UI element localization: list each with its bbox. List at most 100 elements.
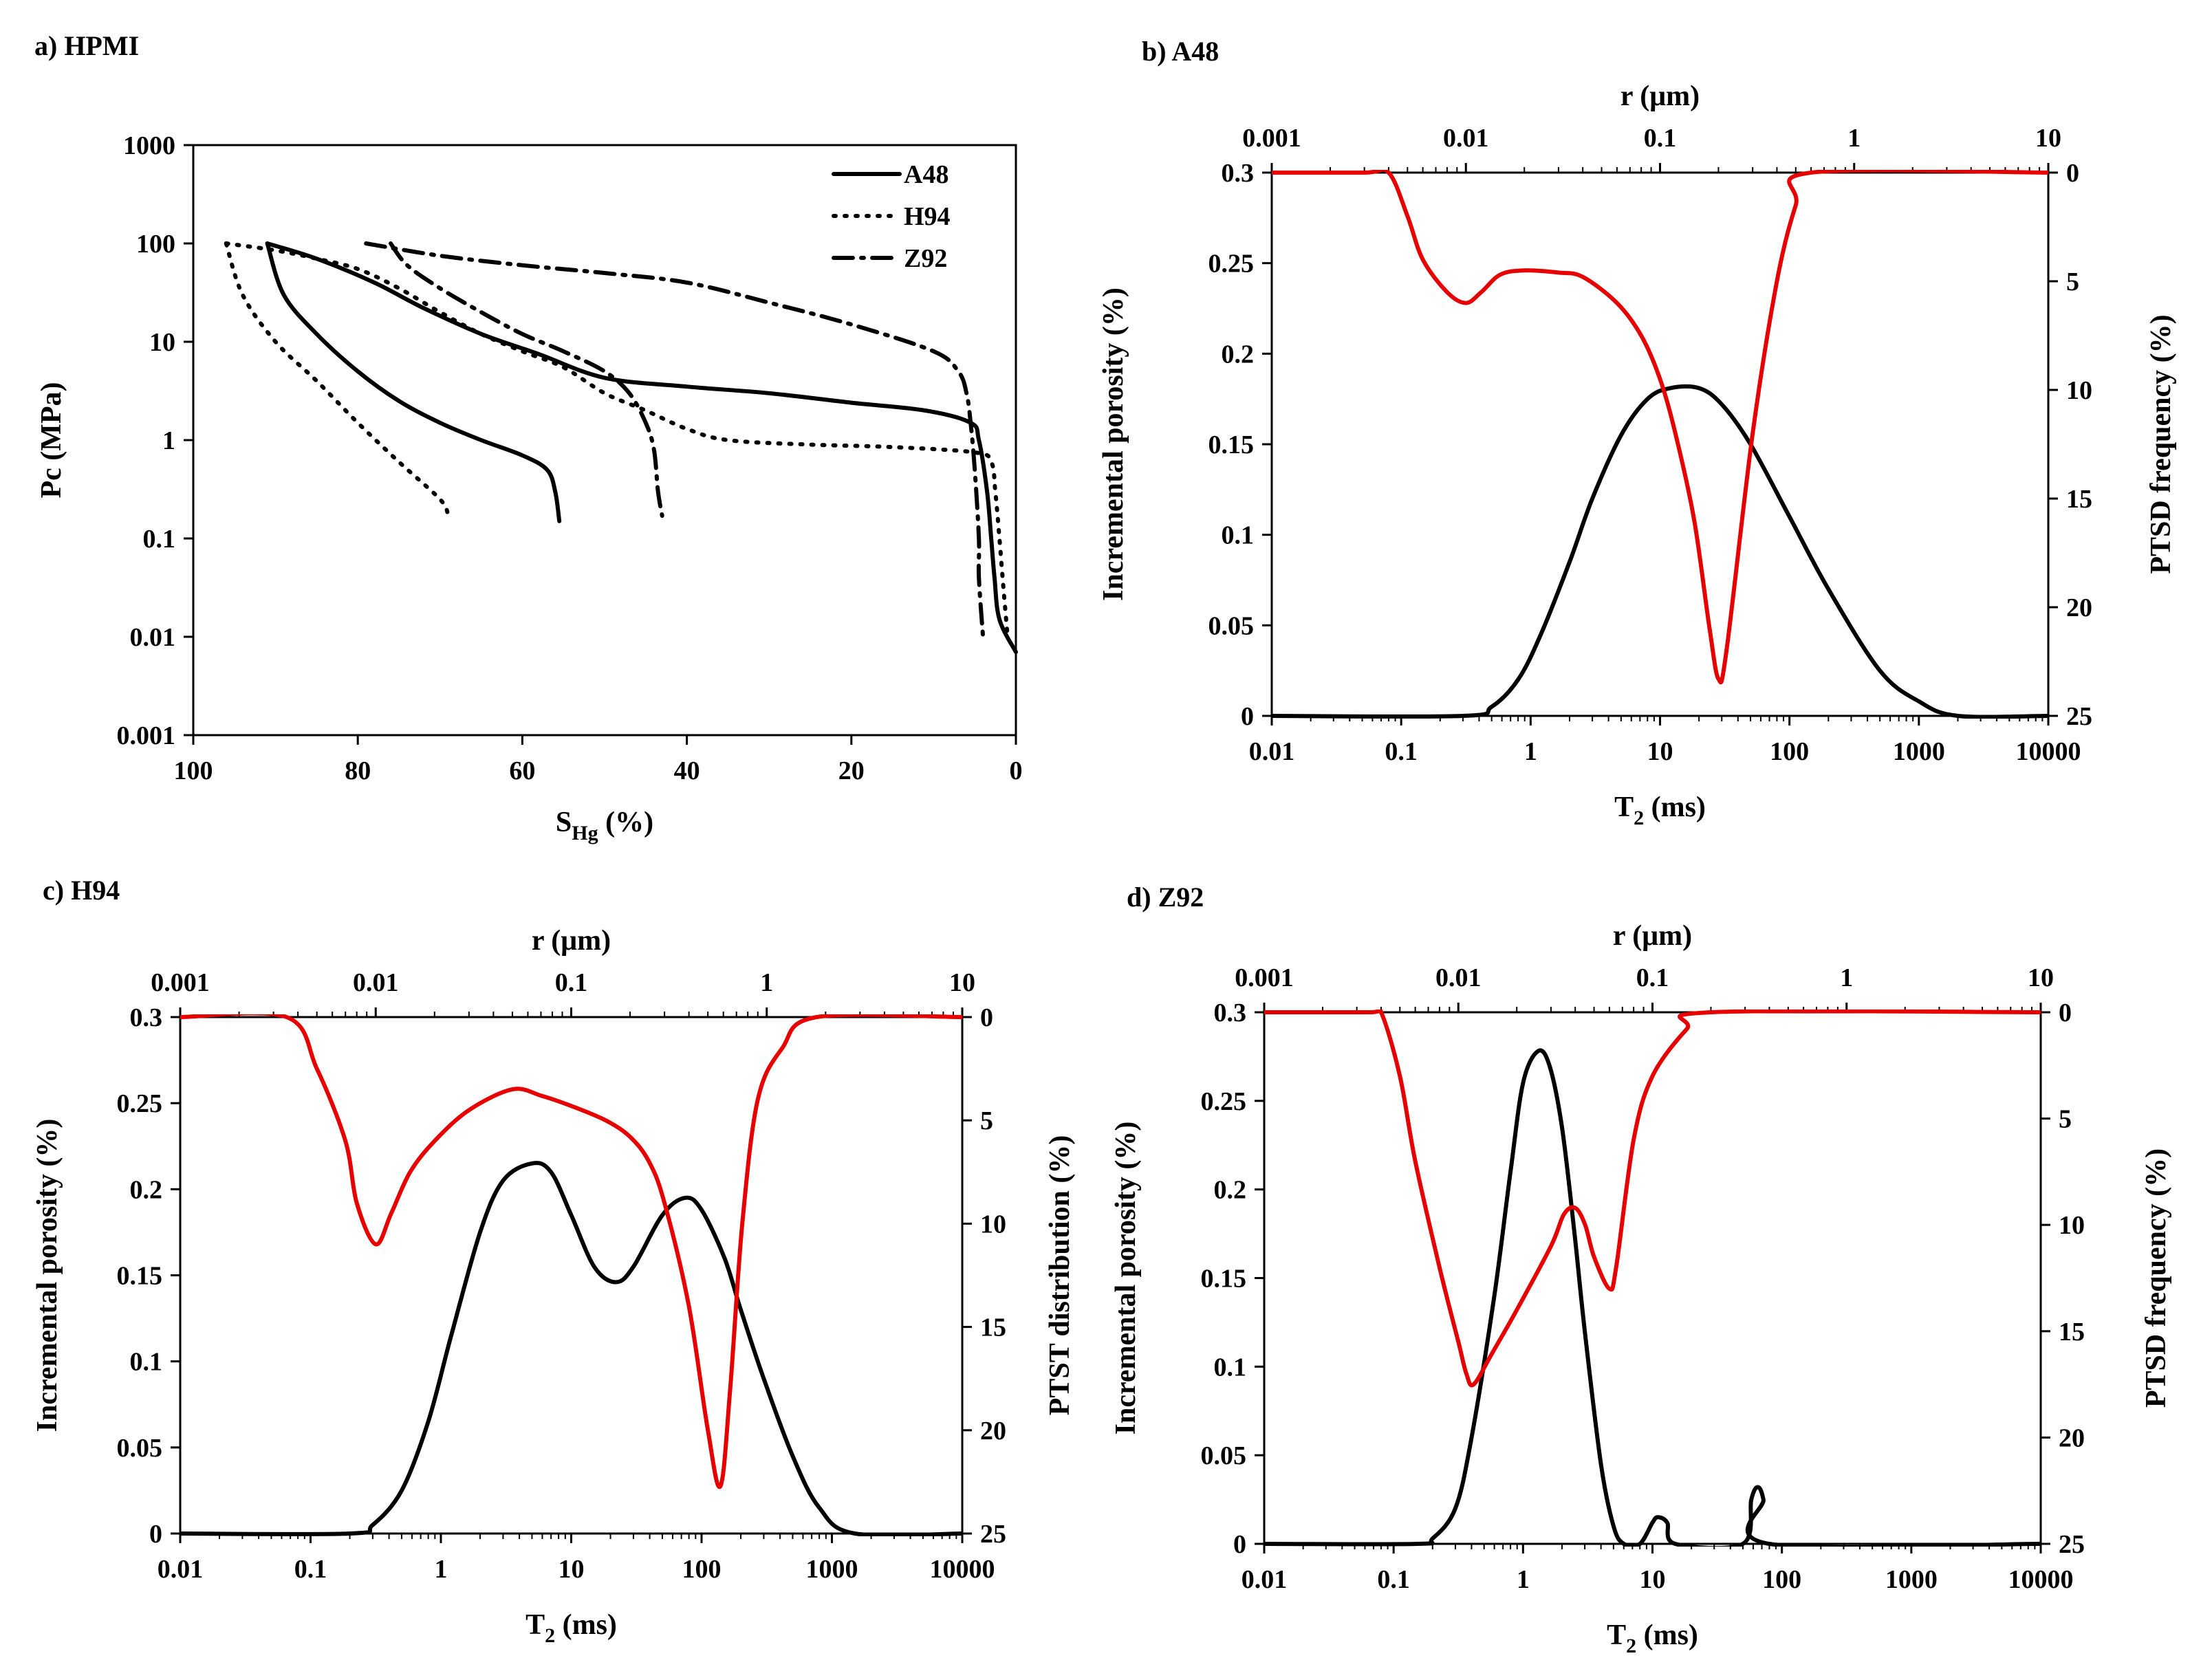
panel-a-hpmi-chart: a) HPMI 100 80 60 40 20 0 0.001 0.01 0.1 1 10 100 100… [34,30,1023,844]
panel-d-x-tick-label: 10 [1640,1565,1666,1594]
panel-d-label: d) Z92 [1127,882,1204,913]
panel-c-x-tick-label: 0.1 [294,1555,327,1584]
panel-c-x-axis-label-unit: (ms) [555,1609,617,1641]
panel-d-x-axis-label: T2 (ms) [1607,1619,1698,1657]
panel-a-x-tick-label: 80 [345,756,371,785]
panel-c-x-tick-label: 1000 [806,1555,858,1584]
panel-b-label: b) A48 [1142,36,1219,67]
panel-d-y2-tick-label: 5 [2059,1105,2072,1134]
panel-a-series-H94-intrusion-line [224,241,1010,639]
panel-d-series-porosity-line [1264,1048,2041,1547]
panel-a-y-tick-label: 0.001 [117,721,176,750]
panel-a-x-axis-label-main: S [556,807,572,838]
panel-c-x-tick-label: 100 [682,1555,722,1584]
panel-d-x-tick-label: 100 [1762,1565,1801,1594]
panel-c-y-tick-label: 0.15 [117,1262,163,1291]
panel-b-top-tick-label: 0.01 [1443,124,1489,153]
panel-b-y-tick-label: 0.25 [1208,250,1255,279]
panel-b-y2-axis-label: PTSD frequency (%) [2145,314,2177,574]
panel-a-x-axis-label: SHg (%) [556,807,653,844]
panel-a-label: a) HPMI [34,30,139,61]
panel-c-y2-tick-label: 5 [980,1106,993,1135]
panel-c-y2-axis-label: PTST distribution (%) [1044,1135,1076,1416]
panel-d-y-tick-label: 0 [1233,1530,1246,1559]
panel-b-x-axis-label: T2 (ms) [1614,792,1706,829]
panel-a-y-tick-label: 10 [149,328,175,357]
panel-a-x-axis-label-sub: Hg [572,822,598,844]
panel-c-y-tick-label: 0 [149,1520,162,1549]
panel-d-x-tick-label: 0.1 [1377,1565,1410,1594]
panel-c-y2-tick-label: 10 [980,1210,1006,1239]
panel-a-legend-Z92-label: Z92 [904,244,947,273]
panel-b-plot-frame [1270,171,2050,717]
panel-d-y2-tick-label: 25 [2059,1530,2085,1559]
panel-d-y2-tick-label: 10 [2059,1211,2085,1240]
panel-d-top-tick-label: 1 [1840,963,1853,992]
panel-b-x-axis-label-main: T [1614,792,1634,823]
panel-a-y-tick-label: 1 [162,426,175,455]
panel-a-legend-H94-label: H94 [904,202,951,231]
panel-d-y2-tick-label: 0 [2059,999,2072,1027]
panel-d-y-tick-label: 0.05 [1201,1441,1247,1470]
panel-d-series-ptsd-line [1264,1010,2041,1388]
panel-b-x-axis-label-unit: (ms) [1644,792,1706,823]
panel-c-label: c) H94 [43,875,120,906]
panel-b-x-tick-label: 1 [1524,737,1537,766]
panel-c-top-tick-label: 0.01 [353,968,399,997]
panel-c-x-tick-label: 10000 [930,1555,995,1584]
panel-d-y-tick-label: 0.2 [1214,1176,1247,1205]
panel-a-x-axis-label-unit: (%) [598,807,653,838]
panel-b-x-tick-label: 10000 [2016,737,2081,766]
panel-b-x-tick-label: 0.01 [1249,737,1295,766]
panel-c-y-tick-label: 0.25 [117,1089,163,1118]
panel-c-y-tick-label: 0.2 [130,1175,163,1204]
panel-d-top-tick-label: 0.1 [1636,963,1669,992]
panel-b-y2-tick-label: 20 [2066,593,2092,622]
panel-a-x-tick-label: 60 [509,756,535,785]
panel-d-x-tick-label: 0.01 [1241,1565,1288,1594]
panel-b-series-porosity-line [1272,384,2048,719]
panel-c-y-tick-label: 0.3 [130,1003,163,1032]
panel-b-top-tick-label: 1 [1847,124,1861,153]
panel-c-x-axis-label-main: T [525,1609,545,1641]
panel-c-top-tick-label: 10 [949,968,975,997]
panel-c-top-tick-label: 0.001 [151,968,210,997]
panel-b-y-tick-label: 0.2 [1222,340,1255,369]
panel-b-y-tick-label: 0.3 [1222,159,1255,188]
panel-b-y2-tick-label: 0 [2066,159,2079,188]
panel-c-y-tick-label: 0.1 [130,1348,163,1377]
panel-a-x-tick-label: 100 [174,756,213,785]
panel-c-y2-tick-label: 20 [980,1417,1006,1446]
panel-a-y-tick-label: 0.1 [143,525,176,554]
panel-b-x-tick-label: 0.1 [1385,737,1418,766]
panel-d-x-axis-label-unit: (ms) [1636,1619,1698,1651]
panel-a-y-tick-label: 100 [136,230,175,259]
panel-a-plot-frame [192,144,1017,737]
panel-a-series-Z92-intrusion-line [364,241,986,639]
panel-b-top-tick-label: 10 [2035,124,2061,153]
panel-d-top-tick-label: 0.001 [1235,963,1294,992]
panel-d-x-axis-label-main: T [1607,1619,1626,1651]
panel-d-y-tick-label: 0.1 [1214,1353,1247,1382]
panel-d-y2-tick-label: 20 [2059,1423,2085,1452]
panel-d-plot-frame [1263,1011,2042,1545]
panel-c-y-axis-label: Incremental porosity (%) [32,1119,63,1432]
panel-a-x-tick-label: 0 [1010,756,1023,785]
panel-d-top-tick-label: 10 [2028,963,2054,992]
panel-c-y2-tick-label: 25 [980,1520,1006,1549]
panel-d-y2-tick-label: 15 [2059,1318,2085,1346]
panel-b-y2-tick-label: 15 [2066,485,2092,514]
panel-a-x-tick-label: 20 [838,756,865,785]
panel-c-x-tick-label: 10 [559,1555,585,1584]
panel-b-x-tick-label: 10 [1647,737,1673,766]
panel-b-y-tick-label: 0.1 [1222,521,1255,550]
panel-c-series-porosity-line [180,1161,962,1536]
panel-c-top-tick-label: 1 [760,968,773,997]
panel-b-y-tick-label: 0 [1241,702,1254,731]
panel-a-series-H94-extrusion-line [224,241,451,518]
panel-c-y-tick-label: 0.05 [117,1434,163,1463]
panel-b-y-tick-label: 0.15 [1208,430,1255,459]
panel-a-series-Z92-extrusion-line [389,241,664,518]
